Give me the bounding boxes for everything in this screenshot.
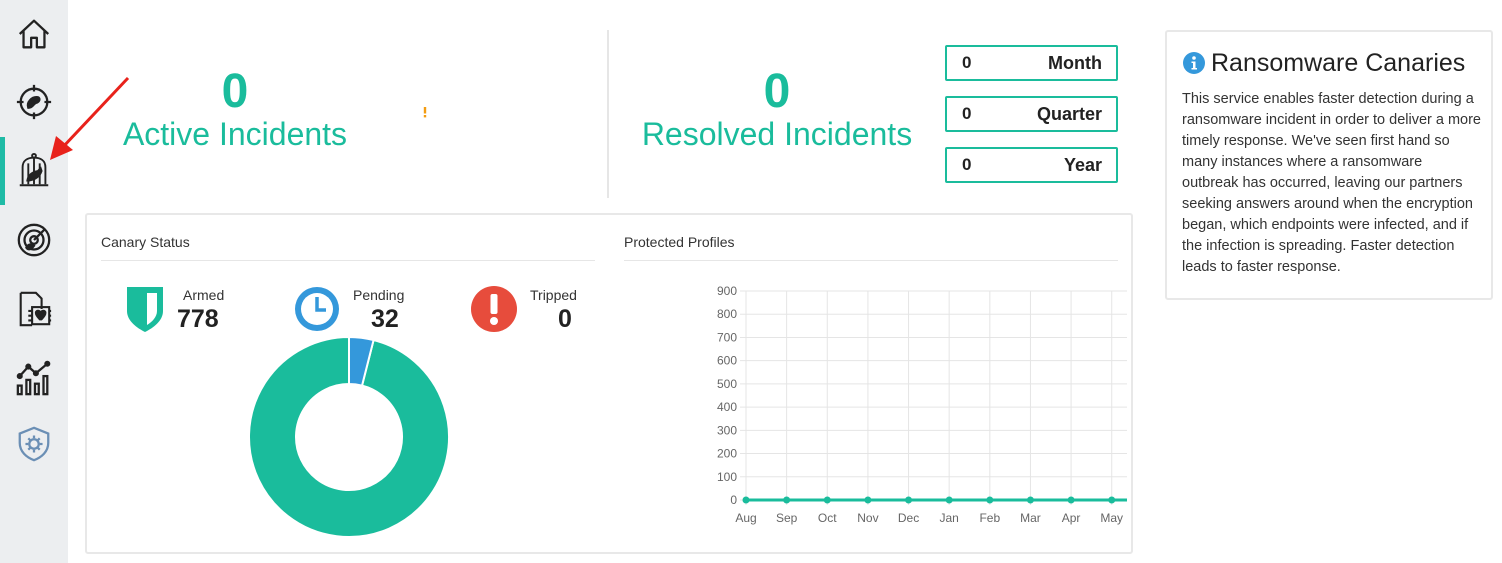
active-incidents-label: Active Incidents [122, 116, 348, 152]
donut-slice-pending [348, 335, 375, 387]
status-armed-label: Armed [183, 287, 225, 303]
y-tick-label: 600 [717, 354, 737, 368]
divider [607, 30, 609, 198]
x-tick-label: Sep [776, 511, 798, 525]
y-tick-label: 200 [717, 447, 737, 461]
period-year-label: Year [1063, 154, 1102, 175]
canary-status-title: Canary Status [101, 234, 190, 250]
profiles-area [746, 294, 1127, 500]
period-quarter-button[interactable]: 0 Quarter [945, 96, 1118, 132]
x-tick-label: Feb [979, 511, 1000, 525]
shield-gear-icon [18, 426, 50, 462]
severity-low-label: Low [524, 154, 560, 175]
period-month-count: 0 [962, 53, 972, 72]
active-incidents-count: 0 [221, 65, 249, 118]
nav-reports[interactable] [0, 344, 68, 412]
x-tick-label: Jan [940, 511, 959, 525]
analytics-icon [16, 360, 51, 396]
x-tick-label: Apr [1062, 511, 1081, 525]
x-tick-label: Dec [898, 511, 919, 525]
active-incidents[interactable]: 0 Active Incidents [110, 65, 360, 153]
profiles-point [905, 496, 913, 504]
status-armed-value: 778 [177, 305, 219, 333]
y-tick-label: 700 [717, 330, 737, 344]
y-tick-label: 400 [717, 400, 737, 414]
resolved-incidents-count: 0 [763, 65, 791, 118]
y-tick-label: 800 [717, 307, 737, 321]
canary-status-divider [101, 260, 595, 261]
y-tick-label: 100 [717, 470, 737, 484]
radar-icon [17, 223, 51, 257]
profiles-point [1108, 496, 1116, 504]
period-quarter-count: 0 [962, 104, 972, 123]
info-body: This service enables faster detection du… [1182, 91, 1481, 275]
profiles-point [742, 496, 750, 504]
period-month-label: Month [1048, 52, 1102, 73]
x-tick-label: Aug [735, 511, 756, 525]
profiles-point [864, 496, 872, 504]
y-tick-label: 900 [717, 284, 737, 298]
y-tick-label: 0 [730, 493, 737, 507]
info-title: Ransomware Canaries [1211, 49, 1466, 77]
canary-status-donut-chart [248, 335, 450, 538]
nav-threat-hunting[interactable] [0, 68, 68, 136]
severity-critical-count: 0 [447, 52, 458, 73]
x-tick-label: Nov [857, 511, 878, 525]
period-quarter-label: Quarter [1036, 103, 1102, 124]
sidebar [0, 0, 68, 563]
status-panel: Canary Status Armed 778 Pending 32 Tripp… [85, 213, 1133, 554]
severity-high-count: 0 [447, 103, 458, 124]
severity-low-count: 0 [447, 154, 458, 175]
nav-home[interactable] [0, 0, 68, 68]
exclamation-icon [471, 286, 517, 332]
status-pending-value: 32 [371, 305, 399, 333]
profiles-point [783, 496, 791, 504]
shield-icon [127, 287, 163, 332]
bolt-icon [403, 51, 447, 75]
x-tick-label: Mar [1020, 511, 1041, 525]
clock-icon [295, 287, 339, 331]
period-year-button[interactable]: 0 Year [945, 147, 1118, 183]
birdcage-icon [19, 152, 49, 187]
nav-security-settings[interactable] [0, 410, 68, 478]
profiles-point [1067, 496, 1075, 504]
profiles-point [986, 496, 994, 504]
info-card: Ransomware Canaries This service enables… [1165, 30, 1493, 300]
status-pending-label: Pending [353, 287, 405, 303]
severity-critical-label: Critical [498, 52, 560, 73]
file-video-icon [19, 291, 52, 327]
y-tick-label: 500 [717, 377, 737, 391]
profiles-point [823, 496, 831, 504]
profiles-line [746, 498, 1127, 502]
profiles-point [1026, 496, 1034, 504]
status-tripped-label: Tripped [530, 287, 577, 303]
resolved-incidents[interactable]: 0 Resolved Incidents [632, 65, 922, 153]
severity-critical-button[interactable]: 0 Critical [403, 45, 576, 81]
profiles-point [945, 496, 953, 504]
nav-radar[interactable] [0, 206, 68, 274]
crosshair-icon [16, 84, 52, 120]
nav-media-files[interactable] [0, 275, 68, 343]
wrench-icon [403, 154, 447, 177]
severity-high-button[interactable]: 0 High [403, 96, 576, 132]
period-year-count: 0 [962, 155, 972, 174]
info-icon [1183, 52, 1205, 74]
period-month-button[interactable]: 0 Month [945, 45, 1118, 81]
status-tripped-value: 0 [558, 305, 572, 333]
protected-profiles-title: Protected Profiles [624, 234, 735, 250]
exclamation-circle-icon [403, 103, 447, 126]
home-icon [18, 19, 50, 49]
severity-low-button[interactable]: 0 Low [403, 147, 576, 183]
resolved-incidents-label: Resolved Incidents [641, 116, 913, 152]
protected-profiles-chart: 0 100 200 300 400 500 600 700 800 900 Aug Sep Oct Nov… [717, 284, 1127, 525]
x-tick-label: May [1100, 511, 1123, 525]
severity-high-label: High [520, 103, 560, 124]
protected-profiles-divider [624, 260, 1118, 261]
x-tick-label: Oct [818, 511, 837, 525]
y-tick-label: 300 [717, 423, 737, 437]
nav-ransomware-canaries[interactable] [0, 137, 68, 205]
donut-slice-armed [248, 335, 450, 538]
